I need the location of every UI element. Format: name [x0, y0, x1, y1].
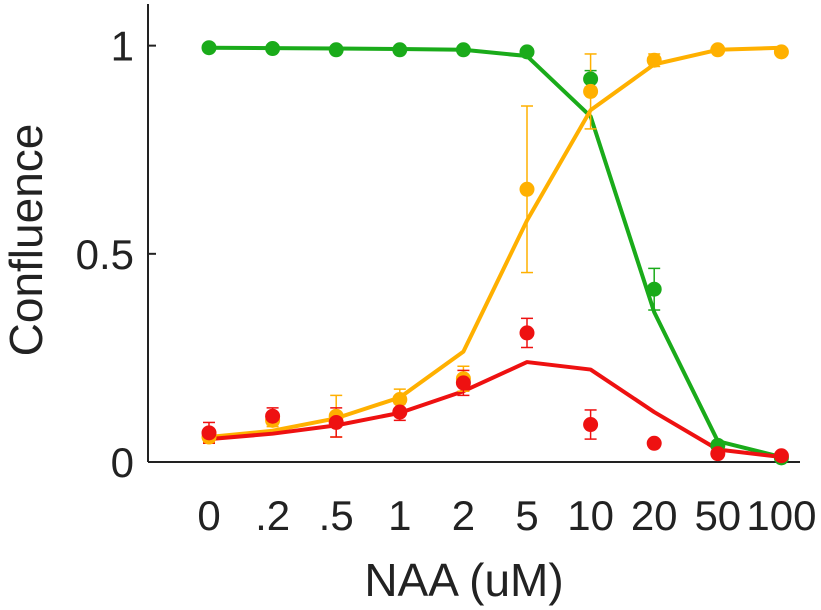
data-point	[583, 71, 599, 87]
error-bars	[203, 45, 788, 461]
x-tick-label: 100	[746, 492, 816, 539]
data-point	[392, 404, 408, 420]
data-point	[392, 392, 408, 408]
x-tick-label: .2	[255, 492, 290, 539]
data-point	[519, 325, 535, 341]
x-tick-label: .5	[319, 492, 354, 539]
fit-lines	[208, 45, 782, 459]
data-point	[710, 42, 726, 58]
data-point	[583, 83, 599, 99]
data-point	[201, 425, 217, 441]
data-point	[519, 181, 535, 197]
y-axis-title: Confluence	[0, 124, 52, 357]
data-point	[710, 446, 726, 462]
data-point	[773, 448, 789, 464]
y-axis-ticks: 00.51	[76, 23, 156, 486]
fit-line-series-1	[208, 45, 782, 440]
fit-line-series-2	[208, 360, 782, 459]
data-point	[519, 44, 535, 60]
x-tick-label: 0	[197, 492, 220, 539]
x-tick-label: 20	[631, 492, 678, 539]
data-point	[646, 435, 662, 451]
y-tick-label: 0.5	[76, 231, 134, 278]
x-tick-label: 5	[515, 492, 538, 539]
data-point	[455, 42, 471, 58]
x-axis-ticks: 0 .2 .5 1 2 5 10 20 50 100	[197, 492, 816, 539]
data-point	[646, 281, 662, 297]
data-point	[265, 408, 281, 424]
data-point	[328, 42, 344, 58]
x-axis-title: NAA (uM)	[364, 554, 563, 606]
x-tick-label: 10	[567, 492, 614, 539]
data-point	[455, 375, 471, 391]
x-tick-label: 2	[452, 492, 475, 539]
x-tick-label: 50	[694, 492, 741, 539]
fit-line-series-0	[208, 45, 782, 459]
plot-area	[147, 4, 800, 463]
data-point	[773, 44, 789, 60]
data-point	[328, 414, 344, 430]
data-point	[392, 42, 408, 58]
data-point	[583, 417, 599, 433]
data-point	[265, 41, 281, 57]
y-tick-label: 0	[111, 439, 134, 486]
data-point	[646, 52, 662, 68]
data-point	[201, 40, 217, 56]
y-tick-label: 1	[111, 23, 134, 70]
x-tick-label: 1	[388, 492, 411, 539]
data-points	[201, 40, 789, 466]
